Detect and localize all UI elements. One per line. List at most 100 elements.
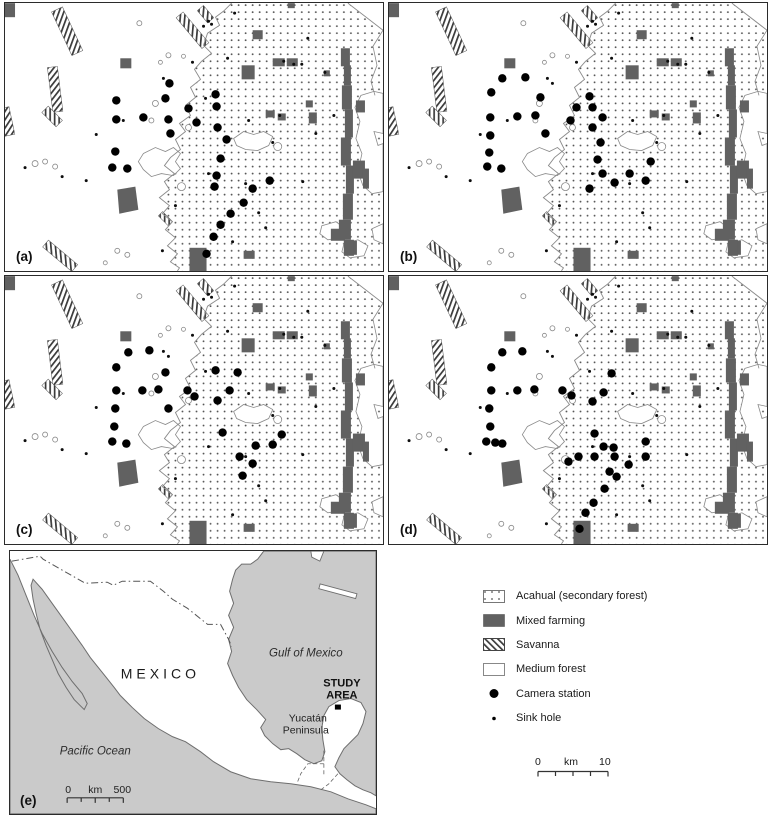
camera-station — [248, 459, 257, 468]
mixed-farming-patch — [724, 137, 735, 166]
mixed-farming-patch — [736, 160, 749, 179]
mixed-farming-patch — [661, 386, 670, 394]
mixed-farming-patch — [5, 3, 16, 18]
map-panel-b: (b) — [388, 2, 768, 272]
sink-hole — [323, 343, 327, 347]
medium-forest-island — [521, 420, 565, 451]
medium-forest-island — [114, 520, 121, 527]
camera-station — [599, 442, 608, 451]
sink-hole — [588, 369, 592, 373]
camera-station — [513, 112, 522, 121]
medium-forest-island — [426, 158, 433, 165]
mixed-farming-patch — [342, 193, 353, 220]
sink-hole — [202, 24, 206, 28]
medium-forest-island — [617, 404, 658, 424]
legend-item-mixed-farming: Mixed farming — [483, 608, 743, 632]
sink-hole — [591, 19, 595, 23]
sink-hole — [210, 22, 214, 26]
camera-station — [222, 135, 231, 144]
mixed-farming-patch — [323, 343, 330, 350]
sink-hole — [244, 455, 248, 459]
mixed-farming-patch — [671, 276, 679, 282]
mixed-farming-patch — [649, 110, 659, 118]
camera-station — [112, 96, 121, 105]
mixed-farming-patch — [746, 168, 753, 189]
locator-scalebar-ruler — [66, 797, 124, 803]
camera-station — [566, 116, 575, 125]
savanna-patch — [196, 5, 215, 24]
sink-hole — [407, 439, 411, 443]
map-b-canvas: (b) — [389, 3, 767, 271]
camera-station — [211, 366, 220, 375]
camera-station — [233, 368, 242, 377]
panel-label-b: (b) — [400, 249, 417, 264]
mixed-farming-patch — [727, 338, 735, 359]
sink-hole — [233, 284, 237, 288]
sink-hole — [641, 484, 645, 488]
camera-station — [184, 104, 193, 113]
mixed-farming-patch — [739, 100, 749, 113]
medium-forest-island — [549, 325, 556, 332]
savanna-patch — [580, 5, 599, 24]
map-a-canvas: (a) — [5, 3, 383, 271]
mixed-farming-patch — [343, 338, 351, 359]
locator-map-panel: MEXICO Gulf of Mexico Pacific Ocean STUD… — [9, 550, 377, 815]
sink-hole — [586, 24, 590, 28]
sink-hole — [60, 448, 64, 452]
sink-hole — [666, 59, 670, 63]
camera-station — [485, 148, 494, 157]
camera-station — [487, 386, 496, 395]
sink-hole — [591, 292, 595, 296]
medium-forest-island — [136, 20, 143, 27]
sink-hole — [207, 445, 211, 449]
sink-hole — [314, 404, 318, 408]
sink-hole — [716, 113, 720, 117]
medium-forest-island — [148, 117, 155, 124]
sink-hole — [685, 453, 689, 457]
mixed-farming-patch — [252, 303, 263, 313]
locator-scalebar: 0 km 500 — [65, 784, 131, 803]
camera-station — [209, 232, 218, 241]
mixed-farming-patch — [342, 466, 353, 493]
sink-hole — [292, 62, 296, 66]
mixed-farming-patch — [277, 113, 286, 121]
mixed-farming-patch — [636, 303, 647, 313]
sink-hole — [160, 249, 164, 253]
sink-hole — [716, 386, 720, 390]
locator-scale-zero: 0 — [65, 784, 71, 796]
forest-boundary-line — [370, 303, 383, 369]
mixed-farming-patch — [344, 382, 353, 411]
mixed-farming-patch — [338, 492, 351, 513]
camera-station — [564, 457, 573, 466]
camera-station — [238, 471, 247, 480]
sink-hole — [233, 11, 237, 15]
mixed-farming-patch — [729, 438, 738, 467]
mixed-farming-patch — [252, 30, 263, 40]
sink-hole — [610, 329, 614, 333]
sink-hole — [247, 391, 251, 395]
sink-hole — [323, 70, 327, 74]
medium-forest-island — [498, 520, 505, 527]
legend-scale-zero: 0 — [535, 756, 541, 769]
mixed-farming-patch — [362, 168, 369, 189]
mixed-farming-patch — [189, 247, 207, 271]
savanna-swatch-icon — [483, 638, 505, 652]
sink-hole — [444, 448, 448, 452]
camera-station — [531, 111, 540, 120]
locator-scale-max: 500 — [114, 784, 132, 796]
mixed-farming-patch — [340, 48, 350, 67]
mixed-farming-patch — [504, 58, 516, 69]
sink-hole — [300, 335, 304, 339]
panel-label-e: (e) — [20, 793, 37, 808]
sink-hole — [121, 118, 125, 122]
sink-hole — [707, 70, 711, 74]
mixed-farming-patch — [504, 331, 516, 342]
savanna-patch — [5, 106, 16, 137]
medium-forest-island — [31, 160, 39, 167]
camera-station — [624, 460, 633, 469]
peninsula-label-line2: Peninsula — [283, 725, 329, 737]
legend-item-medium-forest: Medium forest — [483, 657, 743, 681]
camera-station — [609, 443, 618, 452]
mixed-farming-patch — [265, 383, 275, 391]
mixed-farming-patch — [340, 410, 351, 439]
